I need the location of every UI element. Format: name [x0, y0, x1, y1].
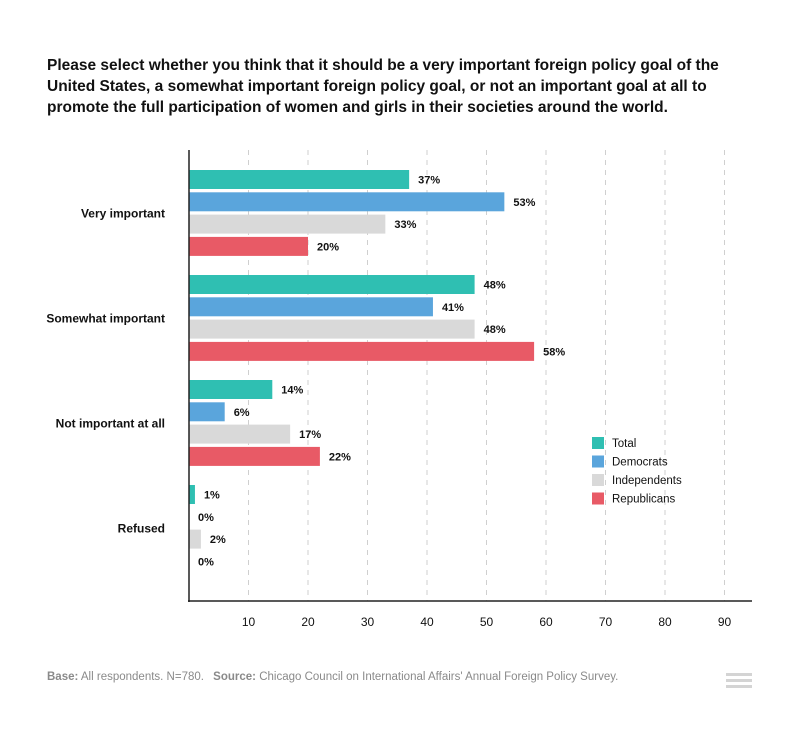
category-label: Not important at all	[56, 417, 165, 431]
legend-label: Democrats	[612, 457, 668, 469]
data-label: 17%	[299, 429, 321, 441]
data-label: 14%	[281, 385, 303, 397]
legend-swatch	[592, 437, 604, 449]
legend-swatch	[592, 492, 604, 505]
bar	[189, 424, 291, 444]
x-tick-label: 80	[658, 615, 672, 629]
chart-title: Please select whether you think that it …	[47, 57, 719, 116]
base-label: Base:	[47, 671, 79, 683]
x-tick-label: 50	[480, 615, 494, 629]
bar	[189, 170, 410, 189]
data-label: 22%	[329, 451, 351, 463]
legend-swatch	[592, 474, 604, 486]
data-label: 0%	[198, 512, 214, 524]
bar	[189, 275, 475, 294]
bar	[189, 380, 273, 399]
data-label: 0%	[198, 556, 214, 568]
legend-label: Independents	[612, 475, 682, 487]
x-tick-label: 20	[301, 615, 315, 629]
category-label: Refused	[118, 522, 165, 536]
bar	[189, 192, 505, 212]
legend-label: Republicans	[612, 494, 676, 506]
category-label: Very important	[81, 207, 165, 221]
data-label: 48%	[484, 280, 506, 292]
data-label: 37%	[418, 175, 440, 187]
data-label: 20%	[317, 241, 339, 253]
bar-chart: Very important 37% 53% 33% 20% Somewhat impor…	[46, 150, 752, 629]
data-label: 2%	[210, 534, 226, 546]
bar	[189, 446, 320, 466]
bar	[189, 319, 475, 339]
legend-swatch	[592, 455, 604, 468]
base-text: All respondents. N=780.	[80, 671, 204, 683]
x-tick-label: 10	[242, 615, 256, 629]
legend-label: Total	[612, 438, 636, 450]
x-tick-label: 60	[539, 615, 553, 629]
data-label: 41%	[442, 302, 464, 314]
source-label: Source:	[213, 671, 256, 683]
menu-icon[interactable]	[726, 673, 752, 693]
data-label: 33%	[394, 219, 416, 231]
bar	[189, 341, 535, 361]
bar	[189, 402, 225, 422]
data-label: 6%	[234, 407, 250, 419]
bar	[189, 297, 433, 317]
source-text: Chicago Council on International Affairs…	[259, 671, 619, 683]
data-label: 53%	[513, 197, 535, 209]
data-label: 58%	[543, 346, 565, 358]
bar	[189, 485, 195, 504]
data-label: 1%	[204, 490, 220, 502]
x-tick-label: 90	[718, 615, 732, 629]
x-tick-label: 30	[361, 615, 375, 629]
category-label: Somewhat important	[46, 312, 165, 326]
x-tick-label: 70	[599, 615, 613, 629]
footer-note: Base: All respondents. N=780. Source: Ch…	[47, 671, 618, 683]
bar	[189, 529, 201, 549]
x-tick-label: 40	[420, 615, 434, 629]
bar	[189, 236, 308, 256]
bar	[189, 214, 386, 234]
data-label: 48%	[484, 324, 506, 336]
